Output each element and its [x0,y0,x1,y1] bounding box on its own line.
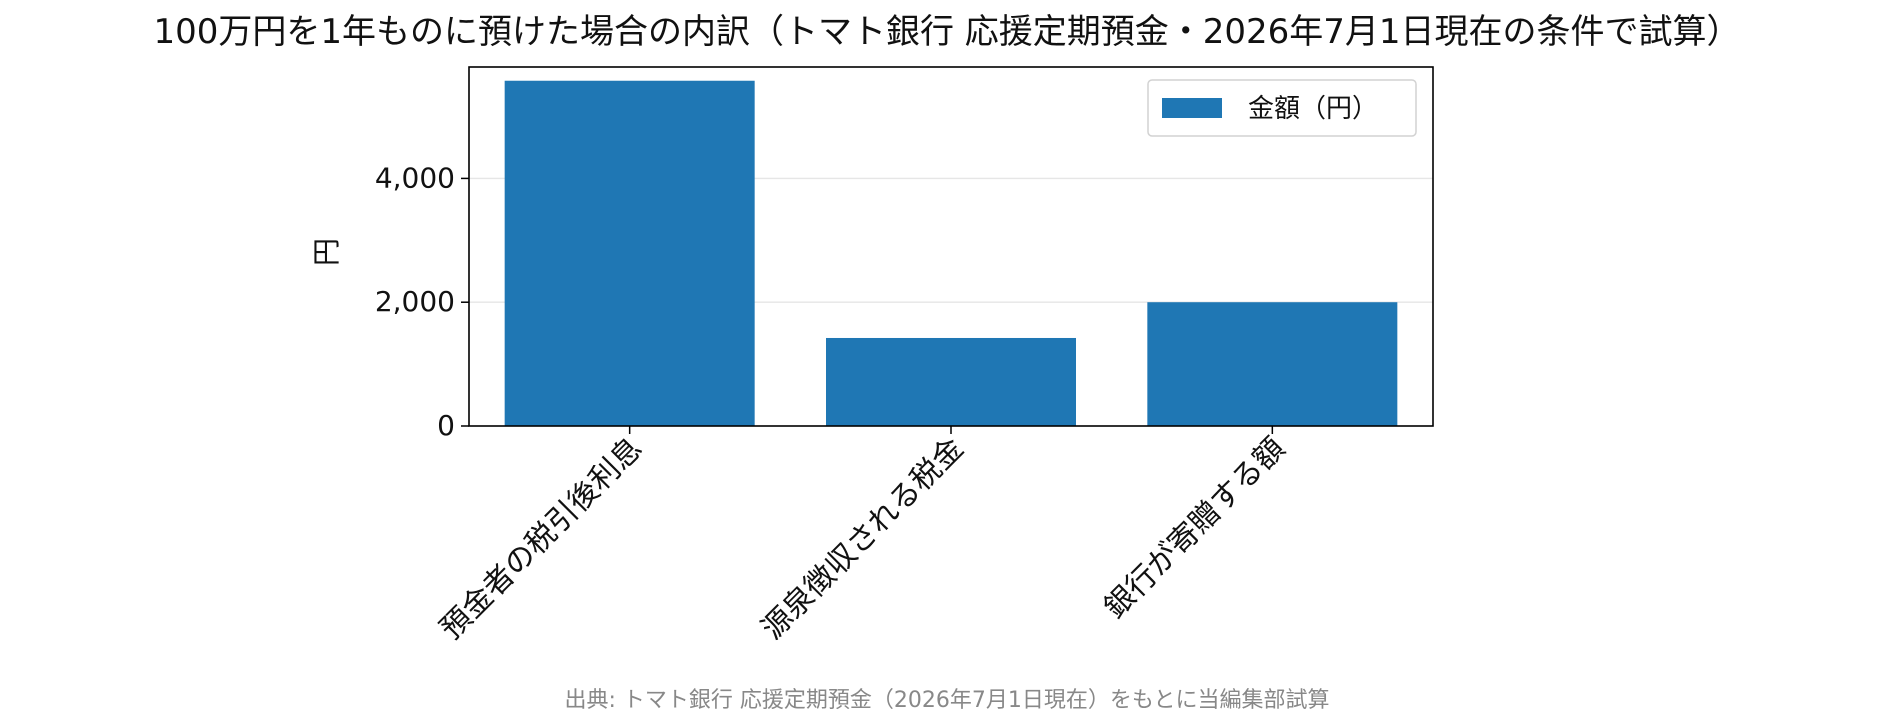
y-tick-label: 0 [437,409,455,442]
plot-frame [468,66,1434,427]
y-axis: 0 2,000 4,000 [375,161,469,442]
x-tick-label: 預金者の税引後利息 [434,431,650,647]
y-axis-label: 円 [310,238,343,266]
x-axis: 預金者の税引後利息 源泉徴収される税金 銀行が寄贈する額 [434,426,1292,647]
bar [826,337,1076,426]
bar [1147,302,1398,426]
bars [504,80,1398,427]
legend: 金額（円） [1147,79,1417,137]
legend-box [1147,79,1417,137]
y-tick-label: 4,000 [375,161,455,194]
x-tick-label: 源泉徴収される税金 [755,431,971,647]
chart-title: 100万円を1年ものに預けた場合の内訳（トマト銀行 応援定期預金・2026年7月… [153,12,1740,52]
bar [504,80,755,427]
legend-label: 金額（円） [1248,94,1378,124]
legend-swatch [1162,98,1222,118]
source-note: 出典: トマト銀行 応援定期預金（2026年7月1日現在）をもとに当編集部試算 [565,688,1330,713]
x-tick-label: 銀行が寄贈する額 [1098,431,1292,625]
y-tick-label: 2,000 [375,285,455,318]
